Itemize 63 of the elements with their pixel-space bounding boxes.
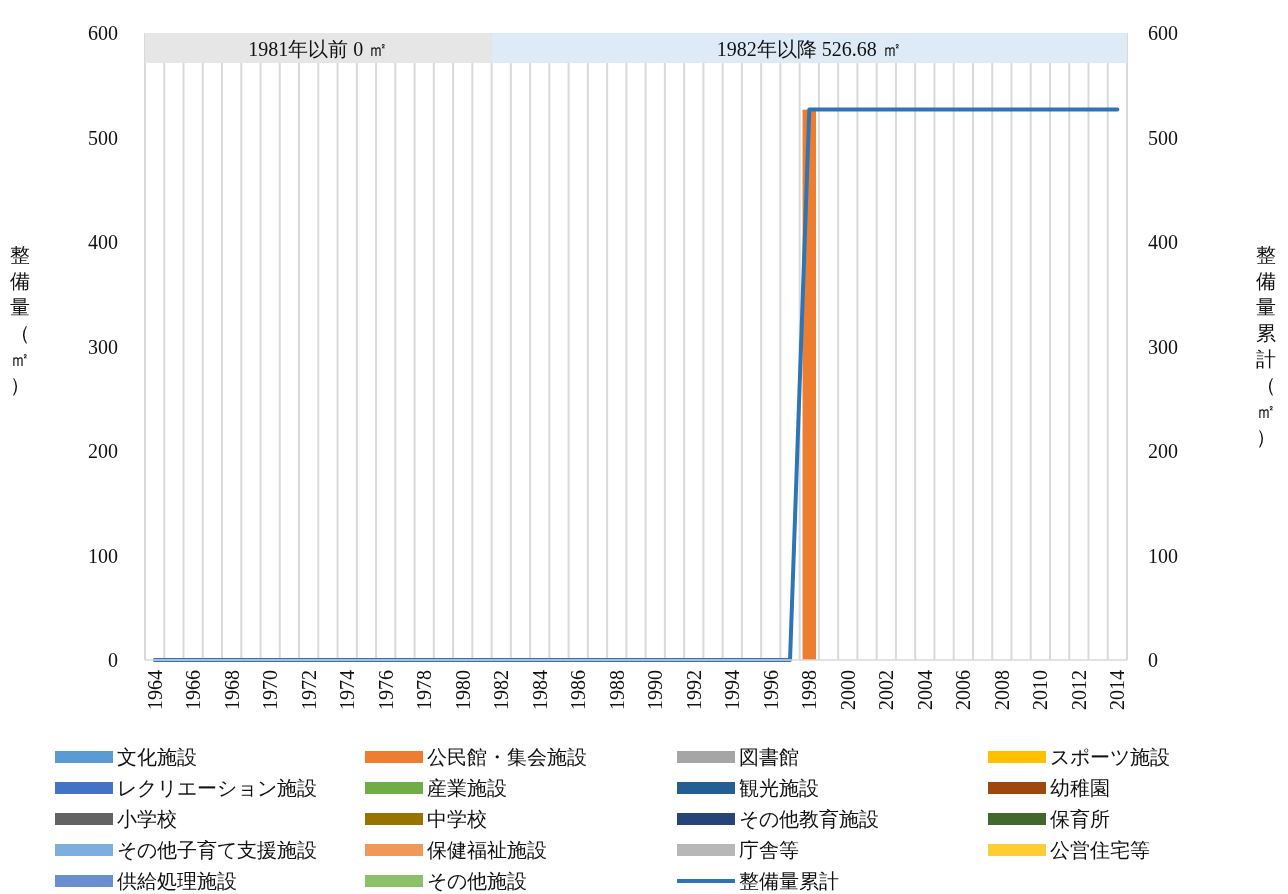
legend-label: 保育所 [1050, 808, 1110, 830]
legend-label: その他施設 [427, 870, 527, 892]
x-tick-label: 1994 [721, 670, 744, 710]
x-tick-label: 1972 [297, 670, 320, 710]
legend-label: 幼稚園 [1050, 777, 1110, 799]
x-tick-label: 1996 [759, 670, 782, 710]
legend-label: 公民館・集会施設 [427, 746, 587, 768]
legend-label: 整備量累計 [739, 870, 839, 892]
x-tick-label: 1978 [413, 670, 436, 710]
y2-tick-label: 100 [1148, 544, 1178, 567]
x-tick-label: 1966 [182, 670, 205, 710]
legend-label: その他教育施設 [739, 808, 879, 830]
x-tick-label: 2002 [875, 670, 898, 710]
y2-tick-label: 600 [1148, 22, 1178, 44]
x-tick-label: 1992 [682, 670, 705, 710]
y2-tick-label: 0 [1148, 649, 1158, 671]
legend-label: 庁舎等 [739, 839, 799, 861]
y-tick-label: 600 [88, 22, 118, 44]
x-tick-label: 1986 [567, 670, 590, 710]
y-tick-label: 200 [88, 440, 118, 462]
legend-label: 中学校 [427, 808, 487, 830]
y2-axis-title: 整備量累計（㎡） [1256, 244, 1276, 448]
x-tick-label: 2006 [952, 670, 975, 710]
x-tick-label: 1988 [605, 670, 628, 710]
legend-label: 文化施設 [117, 746, 197, 768]
legend-label: スポーツ施設 [1050, 746, 1170, 768]
legend-label: 小学校 [117, 808, 177, 830]
x-tick-label: 1990 [644, 670, 667, 710]
band-label: 1981年以前 0 ㎡ [248, 38, 389, 60]
y-axis-title: 整備量（㎡） [10, 244, 30, 396]
x-tick-label: 2014 [1106, 670, 1129, 710]
x-tick-label: 2010 [1029, 670, 1052, 710]
legend-label: その他子育て支援施設 [117, 839, 317, 861]
y2-tick-label: 300 [1148, 335, 1178, 358]
band-label: 1982年以降 526.68 ㎡ [716, 38, 902, 60]
x-tick-label: 1976 [374, 670, 397, 710]
x-tick-label: 2000 [836, 670, 859, 710]
x-tick-label: 1974 [336, 670, 359, 710]
legend-label: 図書館 [739, 746, 799, 768]
x-tick-label: 1968 [220, 670, 243, 710]
x-tick-label: 1984 [528, 670, 551, 710]
x-tick-label: 1980 [451, 670, 474, 710]
y-tick-label: 400 [88, 231, 118, 253]
y-tick-label: 300 [88, 335, 118, 358]
legend-label: 観光施設 [739, 777, 819, 799]
x-tick-label: 1998 [798, 670, 821, 710]
x-tick-label: 2004 [913, 670, 936, 710]
legend-label: 公営住宅等 [1050, 839, 1150, 861]
y-tick-label: 500 [88, 126, 118, 149]
y-tick-label: 100 [88, 544, 118, 567]
x-tick-label: 1964 [143, 670, 166, 710]
legend-label: レクリエーション施設 [117, 777, 317, 799]
y-tick-label: 0 [108, 649, 118, 671]
legend-label: 保健福祉施設 [427, 839, 547, 861]
y2-tick-label: 400 [1148, 231, 1178, 253]
y2-tick-label: 200 [1148, 440, 1178, 462]
legend-label: 産業施設 [427, 777, 507, 799]
legend-label: 供給処理施設 [117, 870, 237, 892]
x-tick-label: 1970 [259, 670, 282, 710]
x-tick-label: 2012 [1067, 670, 1090, 710]
x-tick-label: 2008 [990, 670, 1013, 710]
x-tick-label: 1982 [490, 670, 513, 710]
y2-tick-label: 500 [1148, 126, 1178, 149]
